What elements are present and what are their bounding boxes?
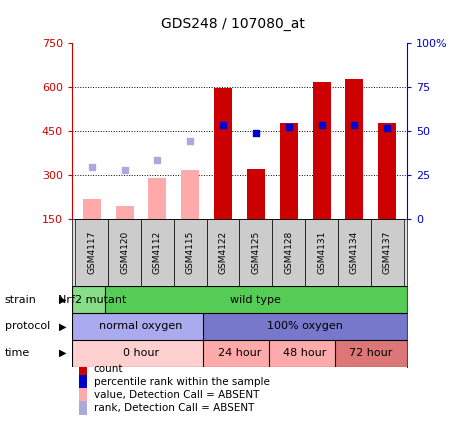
Text: strain: strain xyxy=(5,295,37,305)
Text: 0 hour: 0 hour xyxy=(123,348,159,358)
Bar xyxy=(148,178,166,219)
Text: 100% oxygen: 100% oxygen xyxy=(267,321,343,331)
Bar xyxy=(345,79,363,219)
Text: 48 hour: 48 hour xyxy=(284,348,327,358)
Point xyxy=(384,124,391,131)
Bar xyxy=(214,88,232,219)
Bar xyxy=(247,169,265,219)
Point xyxy=(285,124,292,130)
Bar xyxy=(203,313,407,340)
Point xyxy=(351,121,358,128)
Bar xyxy=(79,375,87,389)
Text: ▶: ▶ xyxy=(59,321,66,331)
Text: normal oxygen: normal oxygen xyxy=(100,321,183,331)
Text: GSM4112: GSM4112 xyxy=(153,231,162,274)
Text: 24 hour: 24 hour xyxy=(218,348,261,358)
Bar xyxy=(272,219,305,286)
Bar xyxy=(239,219,272,286)
Bar xyxy=(174,219,206,286)
Bar xyxy=(269,340,341,367)
Bar xyxy=(305,219,338,286)
Text: ▶: ▶ xyxy=(59,295,66,305)
Text: time: time xyxy=(5,348,30,358)
Bar xyxy=(72,286,112,313)
Text: GSM4117: GSM4117 xyxy=(87,231,96,274)
Text: value, Detection Call = ABSENT: value, Detection Call = ABSENT xyxy=(94,390,259,400)
Bar xyxy=(335,340,407,367)
Text: GSM4125: GSM4125 xyxy=(252,231,260,274)
Bar xyxy=(279,123,298,219)
Bar xyxy=(371,219,404,286)
Text: count: count xyxy=(94,364,123,374)
Bar xyxy=(141,219,174,286)
Point xyxy=(252,130,259,136)
Bar xyxy=(79,401,87,415)
Bar xyxy=(181,170,199,219)
Bar xyxy=(79,388,87,402)
Text: GSM4122: GSM4122 xyxy=(219,231,227,274)
Text: GSM4115: GSM4115 xyxy=(186,231,195,274)
Text: Nrf2 mutant: Nrf2 mutant xyxy=(58,295,126,305)
Text: GDS248 / 107080_at: GDS248 / 107080_at xyxy=(160,17,305,31)
Text: protocol: protocol xyxy=(5,321,50,331)
Point xyxy=(121,167,128,173)
Bar xyxy=(116,206,133,219)
Bar xyxy=(72,340,210,367)
Bar xyxy=(312,82,331,219)
Point xyxy=(219,121,227,128)
Bar xyxy=(338,219,371,286)
Text: 72 hour: 72 hour xyxy=(349,348,392,358)
Text: GSM4120: GSM4120 xyxy=(120,231,129,274)
Point xyxy=(318,121,325,128)
Bar xyxy=(79,362,87,376)
Bar xyxy=(108,219,141,286)
Bar xyxy=(75,219,108,286)
Text: wild type: wild type xyxy=(231,295,281,305)
Point xyxy=(186,138,194,144)
Text: GSM4134: GSM4134 xyxy=(350,231,359,274)
Text: GSM4131: GSM4131 xyxy=(317,231,326,274)
Text: percentile rank within the sample: percentile rank within the sample xyxy=(94,377,270,387)
Bar xyxy=(378,123,396,219)
Text: GSM4128: GSM4128 xyxy=(284,231,293,274)
Text: rank, Detection Call = ABSENT: rank, Detection Call = ABSENT xyxy=(94,403,254,413)
Point xyxy=(154,157,161,164)
Bar xyxy=(83,199,101,219)
Text: GSM4137: GSM4137 xyxy=(383,231,392,274)
Text: ▶: ▶ xyxy=(59,348,66,358)
Bar xyxy=(203,340,276,367)
Bar xyxy=(206,219,239,286)
Point xyxy=(88,163,95,170)
Bar xyxy=(72,313,210,340)
